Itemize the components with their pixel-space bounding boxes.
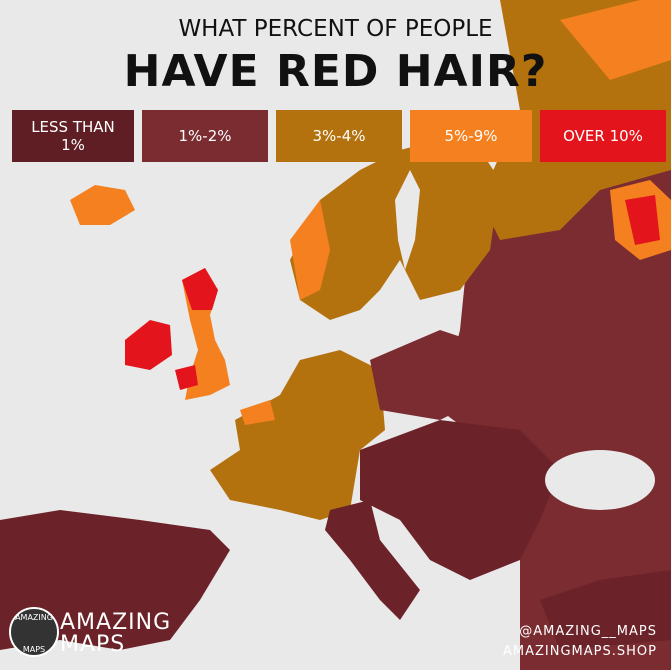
footer: @AMAZING__MAPS AMAZINGMAPS.SHOP <box>503 622 657 662</box>
logo: AMAZING MAPS <box>15 613 53 654</box>
brand-line: AMAZING <box>60 610 172 635</box>
legend-item: 5%-9% <box>410 110 532 162</box>
logo-bottom: MAPS <box>23 645 45 654</box>
subtitle: WHAT PERCENT OF PEOPLE <box>178 16 493 42</box>
brand-line: MAPS <box>60 632 126 657</box>
site: AMAZINGMAPS.SHOP <box>503 644 657 659</box>
logo-top: AMAZING <box>15 613 53 622</box>
legend: LESS THAN 1% 1%-2% 3%-4% 5%-9% OVER 10% <box>12 110 666 162</box>
legend-item: OVER 10% <box>540 110 666 162</box>
legend-item: 3%-4% <box>276 110 402 162</box>
brand: AMAZING MAPS <box>60 612 171 656</box>
handle: @AMAZING__MAPS <box>519 624 657 639</box>
legend-item: LESS THAN 1% <box>12 110 134 162</box>
legend-item: 1%-2% <box>142 110 268 162</box>
title: HAVE RED HAIR? <box>123 46 548 97</box>
